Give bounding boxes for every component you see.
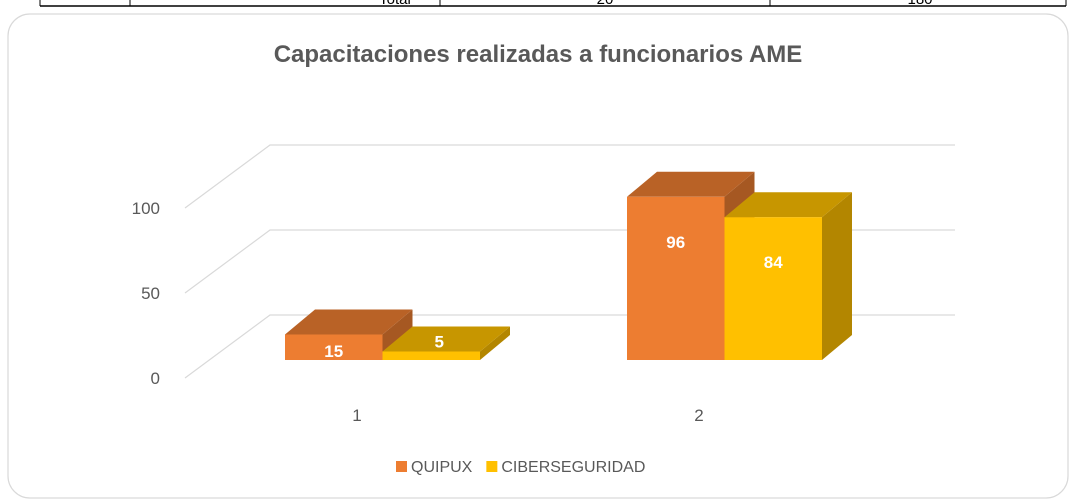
x-tick-label: 2 (694, 406, 703, 425)
bar (285, 334, 383, 360)
legend-label: CIBERSEGURIDAD (501, 459, 645, 476)
bar-top (627, 171, 755, 197)
bar (382, 351, 480, 360)
table-cell: 20 (597, 0, 614, 8)
bar (627, 196, 725, 360)
legend-label: QUIPUX (411, 459, 473, 476)
data-label: 15 (324, 342, 343, 361)
bar-top (382, 326, 510, 352)
bar-top (285, 309, 413, 335)
legend-swatch (486, 461, 498, 472)
table-cell: 180 (907, 0, 932, 8)
data-label: 5 (435, 333, 444, 352)
y-tick-label: 100 (132, 199, 160, 218)
chart-title: Capacitaciones realizadas a funcionarios… (274, 41, 803, 68)
y-tick-label: 50 (141, 284, 160, 303)
y-tick-label: 0 (151, 369, 160, 388)
legend-swatch (396, 461, 407, 472)
bar-side (822, 192, 852, 360)
data-label: 84 (764, 253, 783, 272)
chart-frame (7, 13, 1069, 499)
grid-line (184, 144, 955, 209)
bar-side (480, 326, 510, 360)
bar (724, 217, 822, 360)
data-label: 96 (666, 233, 685, 252)
table-fragment: Total 20 180 (39, 0, 1067, 8)
x-tick-label: 1 (352, 406, 361, 425)
bar-top (724, 192, 852, 218)
table-label: Total (379, 0, 411, 8)
